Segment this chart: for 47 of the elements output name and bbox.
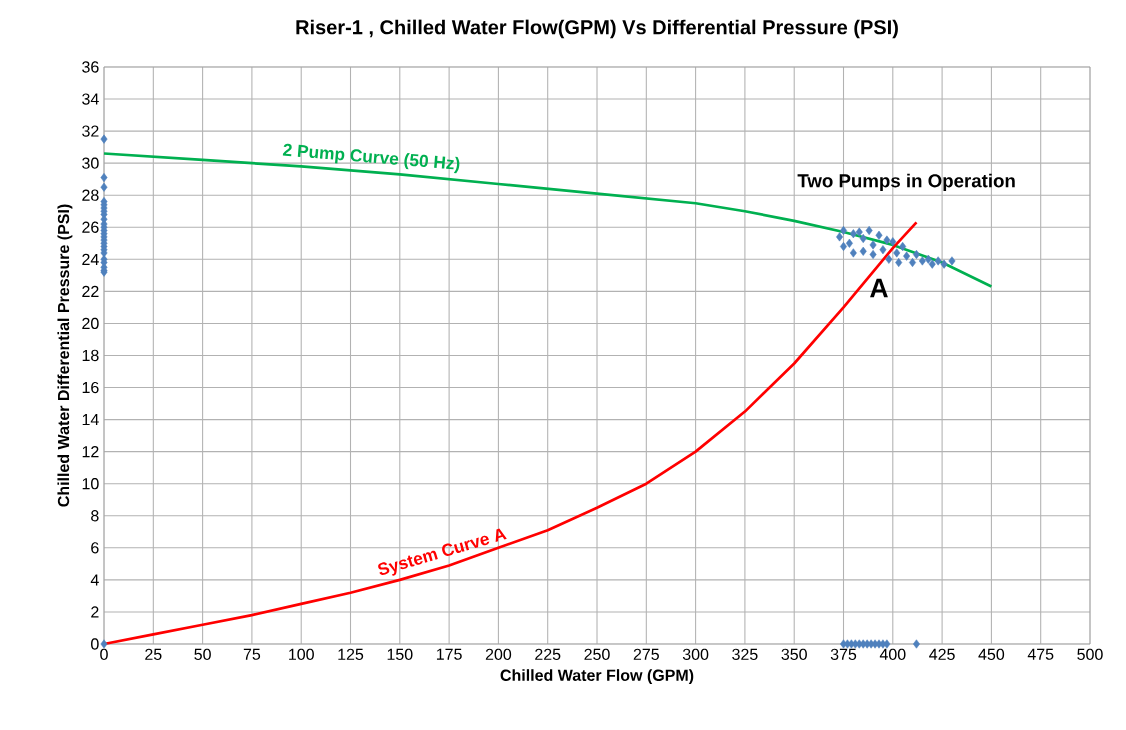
x-tick-label: 200	[485, 648, 512, 661]
x-tick-label: 275	[633, 648, 659, 661]
y-tick-label: 36	[82, 61, 99, 73]
y-tick-label: 2	[91, 606, 99, 618]
y-tick-label: 6	[91, 542, 99, 554]
y-tick-label: 14	[82, 414, 99, 426]
y-axis-title: Chilled Water Differential Pressure (PSI)	[57, 204, 73, 507]
x-tick-label: 450	[978, 648, 1005, 661]
y-tick-label: 32	[82, 125, 99, 137]
y-tick-label: 20	[82, 317, 99, 330]
text: System Curve A	[378, 528, 507, 576]
x-tick-label: 175	[436, 648, 462, 660]
y-tick-label: 24	[82, 253, 99, 265]
annotation: Two Pumps in Operation	[797, 173, 1015, 192]
x-tick-label: 0	[100, 648, 108, 661]
x-tick-label: 500	[1077, 648, 1103, 661]
x-tick-label: 100	[289, 648, 314, 661]
x-axis-title: Chilled Water Flow (GPM)	[500, 669, 694, 685]
y-tick-label: 22	[82, 285, 99, 297]
y-tick-label: 18	[82, 349, 99, 362]
y-tick-label: 4	[90, 574, 99, 586]
y-tick-label: 26	[82, 221, 99, 233]
x-tick-label: 325	[732, 648, 758, 661]
y-tick-label: 10	[82, 478, 99, 490]
x-tick-label: 225	[535, 648, 561, 661]
y-tick-label: 34	[82, 93, 99, 105]
x-tick-label: 25	[145, 648, 162, 661]
x-tick-label: 475	[1027, 648, 1054, 660]
y-tick-label: 28	[82, 189, 99, 201]
y-tick-label: 0	[91, 638, 99, 650]
series-label: 2 Pump Curve (50 Hz)	[282, 143, 460, 174]
y-tick-label: 12	[82, 446, 99, 458]
x-tick-label: 425	[929, 648, 955, 661]
x-tick-label: 300	[682, 648, 709, 661]
x-tick-label: 75	[243, 648, 261, 660]
x-tick-label: 125	[338, 648, 364, 661]
x-tick-label: 150	[387, 648, 413, 661]
x-tick-label: 350	[781, 648, 807, 661]
x-tick-label: 50	[194, 648, 211, 661]
x-tick-label: 250	[584, 648, 610, 661]
x-tick-label: 375	[830, 648, 857, 661]
chart-title: Riser-1 , Chilled Water Flow(GPM) Vs Differential Pressure (PSI)	[296, 19, 898, 39]
y-tick-label: 30	[82, 157, 99, 169]
y-tick-label: 16	[82, 381, 99, 394]
annotation: A	[870, 278, 888, 298]
y-tick-label: 8	[91, 510, 99, 522]
x-tick-label: 400	[879, 648, 906, 661]
